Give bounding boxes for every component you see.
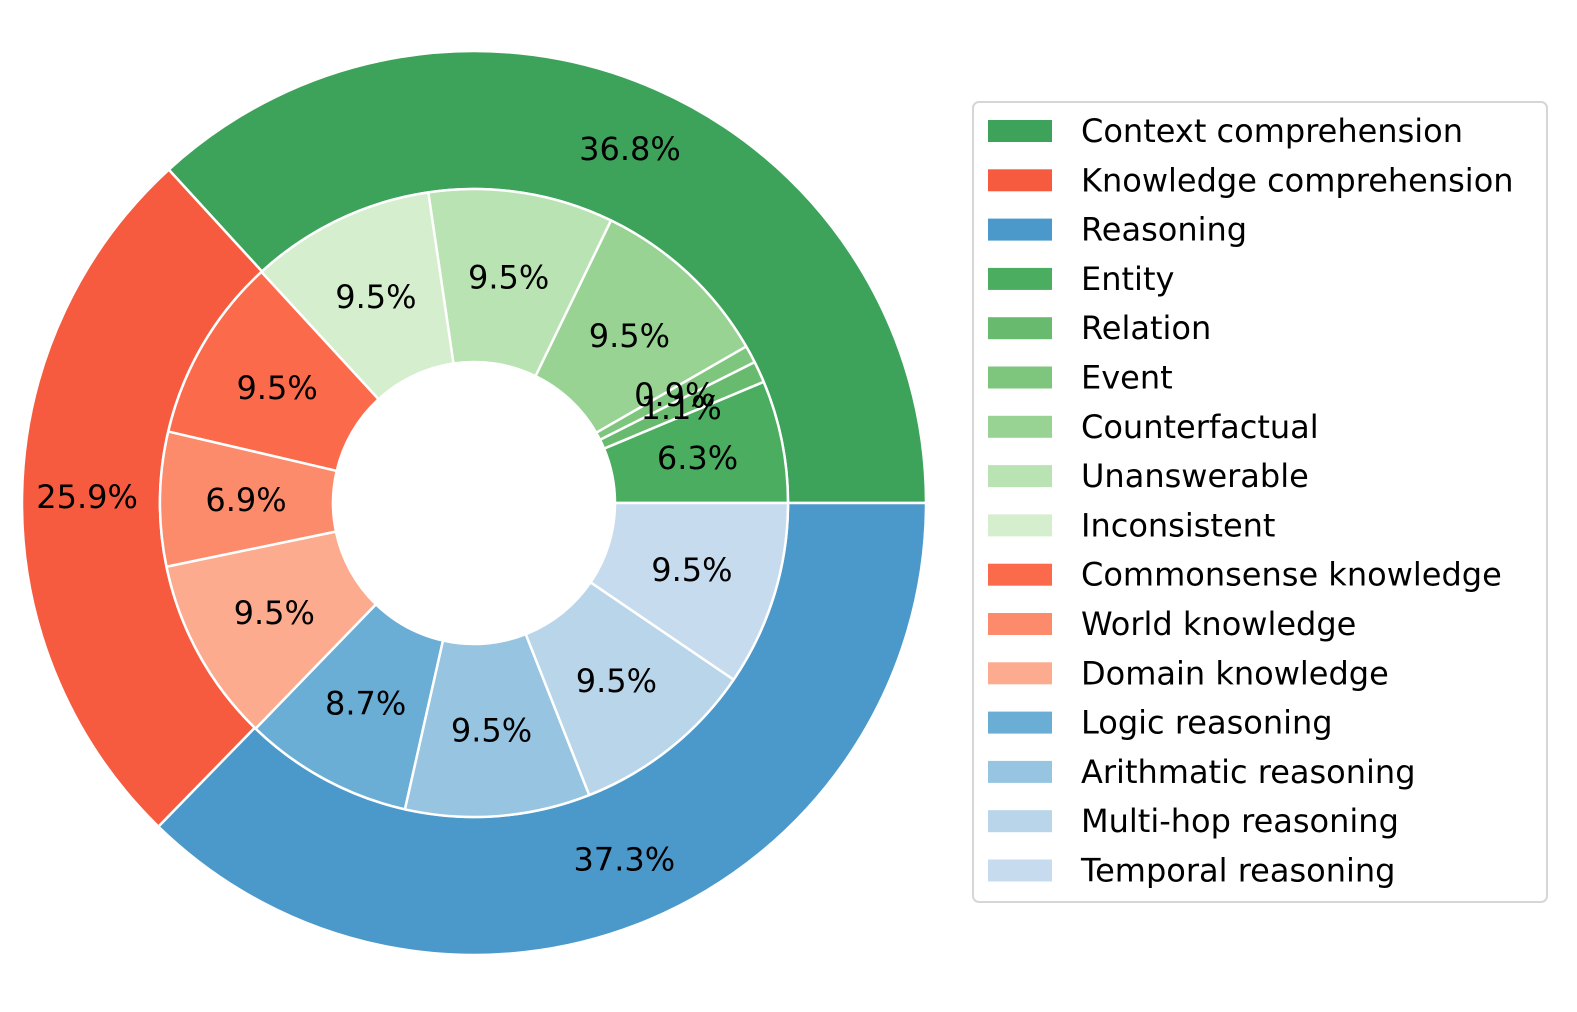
legend-swatch-unanswerable [988, 465, 1052, 488]
legend-swatch-commonsense-knowledge [988, 563, 1052, 586]
legend-swatch-reasoning [988, 218, 1052, 241]
legend-label-arithmatic-reasoning: Arithmatic reasoning [1081, 753, 1416, 791]
legend-label-knowledge-comprehension: Knowledge comprehension [1081, 161, 1514, 199]
legend-label-temporal-reasoning: Temporal reasoning [1080, 852, 1395, 890]
legend-label-context-comprehension: Context comprehension [1081, 112, 1463, 150]
legend-label-unanswerable: Unanswerable [1081, 457, 1309, 495]
outer-ring [20, 49, 928, 957]
legend-swatch-inconsistent [988, 514, 1052, 537]
inner-label-entity: 6.3% [657, 439, 738, 477]
legend-swatch-relation [988, 317, 1052, 340]
inner-label-domain-knowledge: 9.5% [234, 594, 315, 632]
legend-label-logic-reasoning: Logic reasoning [1081, 704, 1333, 742]
inner-label-inconsistent: 9.5% [335, 278, 416, 316]
legend-label-counterfactual: Counterfactual [1081, 408, 1319, 446]
legend-swatch-temporal-reasoning [988, 859, 1052, 882]
inner-label-event: 0.9% [634, 376, 715, 414]
legend-frame [972, 101, 1548, 903]
legend-swatch-event [988, 366, 1052, 389]
legend-label-relation: Relation [1081, 309, 1211, 347]
legend-swatch-world-knowledge [988, 613, 1052, 635]
legend-label-domain-knowledge: Domain knowledge [1081, 654, 1389, 692]
legend-swatch-arithmatic-reasoning [988, 760, 1052, 783]
inner-label-commonsense-knowledge: 9.5% [236, 369, 317, 407]
legend-swatch-multi-hop-reasoning [988, 810, 1052, 833]
outer-label-knowledge-comprehension: 25.9% [36, 478, 138, 516]
inner-label-world-knowledge: 6.9% [205, 481, 286, 519]
legend-swatch-counterfactual [988, 415, 1052, 438]
legend-label-commonsense-knowledge: Commonsense knowledge [1081, 556, 1502, 594]
legend-swatch-context-comprehension [988, 120, 1052, 142]
legend-swatch-logic-reasoning [988, 711, 1052, 734]
outer-label-context-comprehension: 36.8% [579, 130, 681, 168]
inner-label-logic-reasoning: 8.7% [325, 685, 406, 723]
inner-label-temporal-reasoning: 9.5% [651, 551, 732, 589]
inner-label-unanswerable: 9.5% [468, 259, 549, 297]
slice-labels: 36.8% 25.9% 37.3% 6.3% 1.1%0.9% 9.5% 9.5% 9.5% 9… [36, 130, 738, 879]
legend-label-inconsistent: Inconsistent [1081, 506, 1275, 544]
legend-label-entity: Entity [1081, 260, 1174, 298]
legend-label-multi-hop-reasoning: Multi-hop reasoning [1081, 802, 1399, 840]
legend-swatch-knowledge-comprehension [988, 169, 1052, 192]
inner-slice-temporal-reasoning [589, 501, 790, 681]
legend-label-event: Event [1081, 359, 1173, 397]
legend-label-world-knowledge: World knowledge [1081, 605, 1356, 643]
inner-label-arithmatic-reasoning: 9.5% [451, 711, 532, 749]
outer-label-reasoning: 37.3% [574, 841, 676, 879]
legend-label-reasoning: Reasoning [1081, 211, 1247, 249]
inner-label-counterfactual: 9.5% [589, 317, 670, 355]
legend: Context comprehension Knowledge comprehen… [972, 101, 1548, 903]
inner-label-relation: 1.1% [641, 389, 722, 427]
inner-label-multi-hop-reasoning: 9.5% [576, 662, 657, 700]
inner-ring [158, 187, 790, 819]
legend-swatch-domain-knowledge [988, 662, 1052, 685]
legend-swatch-entity [988, 267, 1052, 290]
